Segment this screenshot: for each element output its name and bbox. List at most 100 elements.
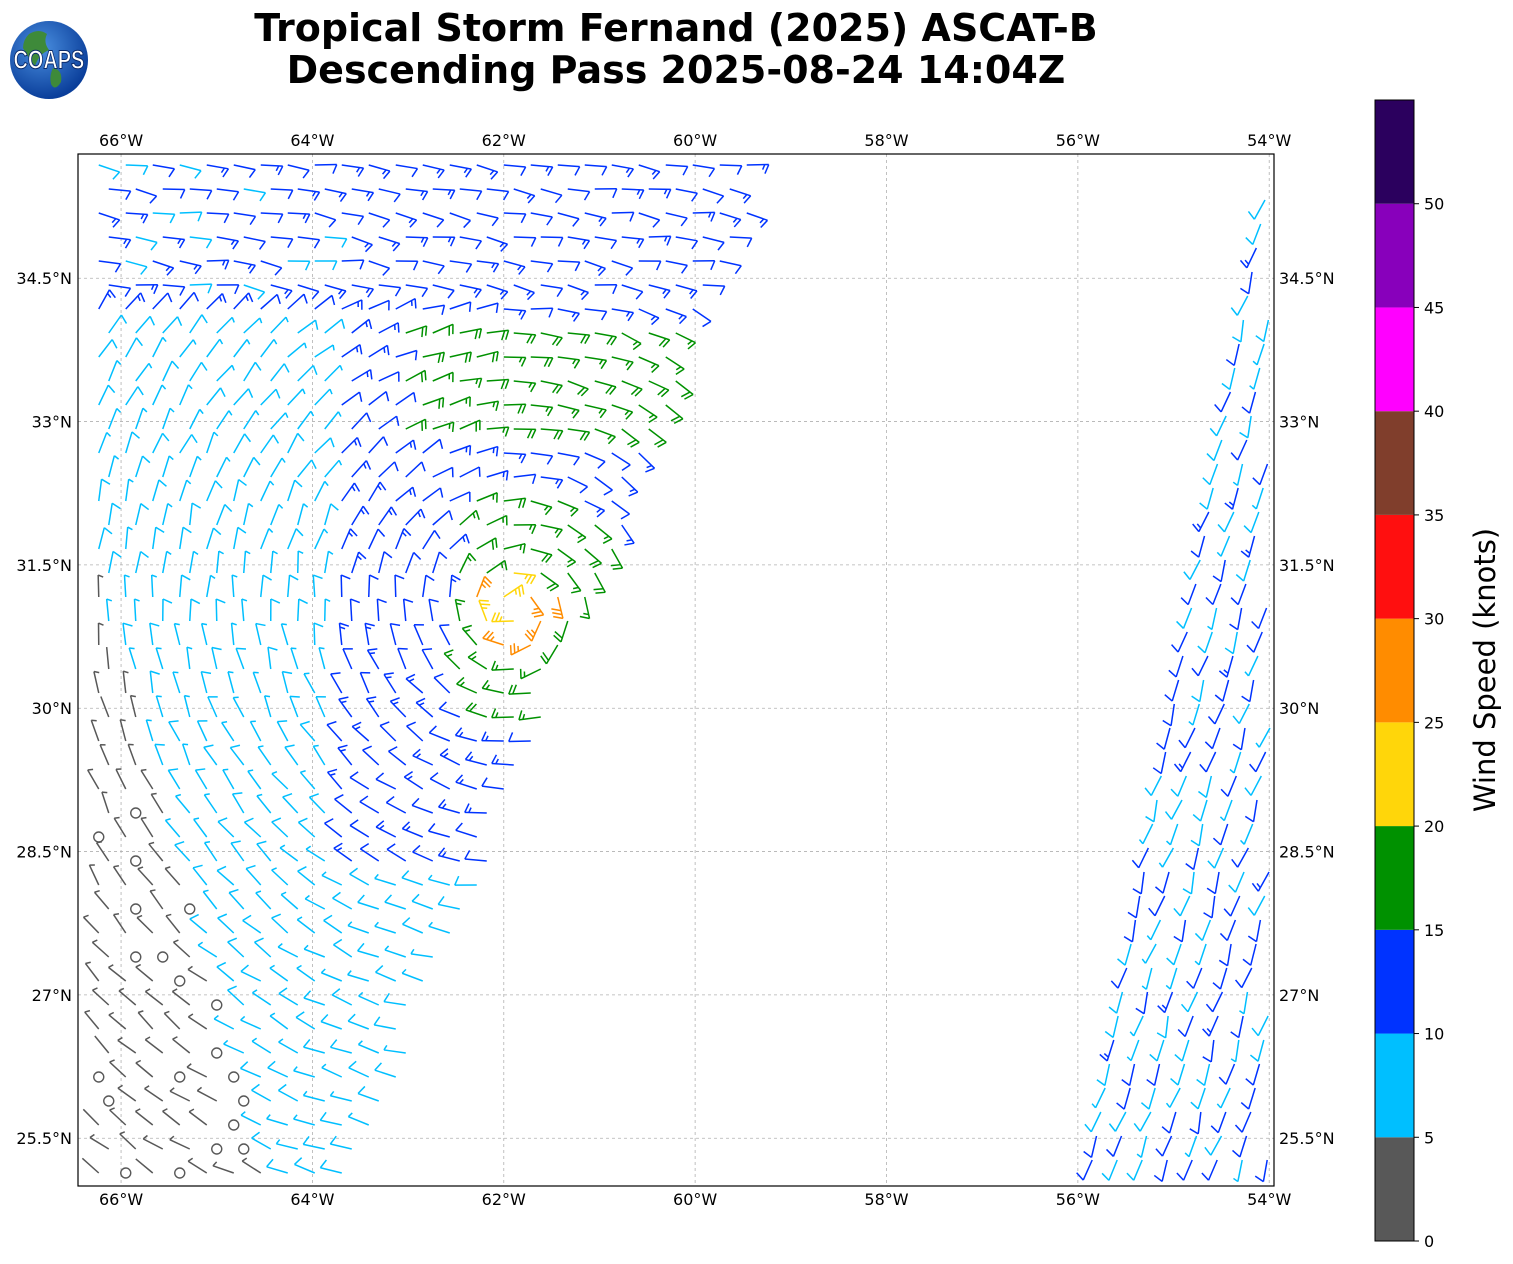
wind-barb [179,574,191,598]
wind-barb [189,188,213,200]
wind-barb [98,164,121,180]
wind-barb [395,528,412,550]
wind-barb [314,260,338,271]
wind-barb [125,526,133,550]
wind-barb [270,598,281,622]
wind-barb [1252,343,1265,366]
wind-barb [319,1159,342,1174]
wind-barb [93,670,100,694]
calm-wind-marker [157,951,169,963]
wind-barb [719,260,742,275]
wind-barb [427,874,450,886]
wind-barb [1105,1135,1123,1157]
wind-barb [98,289,116,310]
wind-barb [206,212,230,224]
wind-barb [108,455,120,478]
wind-barb [179,211,203,222]
wind-barb [1156,727,1171,750]
wind-barb [314,163,338,174]
wind-barb [152,212,176,224]
wind-barb [189,283,213,294]
wind-barb [1173,895,1191,917]
lat-tick-label: 30°N [32,699,72,718]
wind-barb [1239,991,1249,1015]
wind-barb [1177,1015,1194,1038]
wind-barb [405,673,424,694]
wind-barb [621,380,643,397]
wind-barb [135,407,148,430]
colorbar-bin [1375,1033,1414,1138]
wind-barb [513,188,536,204]
wind-barb [260,434,280,454]
wind-barb [621,284,644,300]
wind-barb [1206,439,1223,462]
wind-barb [567,572,582,594]
wind-barb [449,351,472,363]
wind-barb [621,428,640,448]
wind-barb [464,803,487,814]
wind-barb [269,964,289,982]
wind-barb [152,164,176,178]
wind-barb [411,893,434,910]
calm-wind-marker [211,1047,223,1059]
wind-barb [314,212,337,228]
wind-barb [108,502,121,526]
wind-barb [362,745,380,766]
wind-barb [486,188,510,201]
wind-barb [394,574,405,598]
wind-barb [395,297,417,310]
wind-barb [91,939,110,958]
wind-barb [243,502,254,526]
wind-barb [260,212,284,224]
wind-barb [1251,607,1268,630]
wind-barb [530,500,553,516]
wind-barb [1176,607,1193,629]
wind-barb [112,865,127,886]
wind-barb [179,479,192,502]
wind-barb [665,356,685,376]
wind-barb [428,921,450,934]
wind-barb [438,624,451,646]
wind-barb [1154,871,1170,894]
wind-barb [503,308,527,320]
wind-barb [675,188,698,202]
lon-tick-label: 66°W [99,131,143,150]
wind-barb [1251,871,1270,892]
wind-barb [1255,319,1270,343]
wind-barb [164,818,181,838]
wind-barb [584,260,606,277]
wind-barb [1076,1159,1093,1181]
wind-barb [203,744,218,766]
wind-barb [567,476,589,494]
wind-barb [437,896,460,910]
lat-ticks-right: 25.5°N 27°N 28.5°N 30°N 31.5°N 33°N 34.5°N [1279,269,1335,1148]
wind-barb [1247,199,1266,220]
wind-barb [638,452,656,473]
wind-barb [638,356,660,373]
wind-barb [349,771,370,790]
wind-barb [433,673,451,694]
wind-barb [405,461,426,478]
wind-barb [216,364,235,382]
wind-barb [395,164,419,178]
wind-barb [144,988,164,1006]
wind-barb [229,744,245,766]
wind-barb [1170,1063,1186,1086]
wind-barb [249,720,262,742]
wind-barb [476,164,499,180]
wind-barb [1191,679,1205,703]
wind-barb [422,164,445,179]
wind-barb [359,671,371,694]
wind-barb [1176,1159,1193,1181]
wind-barb [395,439,417,454]
wind-barb [1241,391,1257,414]
wind-barb [231,792,245,814]
wind-barb [101,791,110,814]
wind-barb [251,1131,272,1150]
wind-barb [405,284,429,298]
wind-barb [476,212,499,227]
wind-barb [351,236,373,253]
wind-barb [388,746,407,766]
wind-barb [1216,535,1231,557]
wind-barb [383,672,397,694]
